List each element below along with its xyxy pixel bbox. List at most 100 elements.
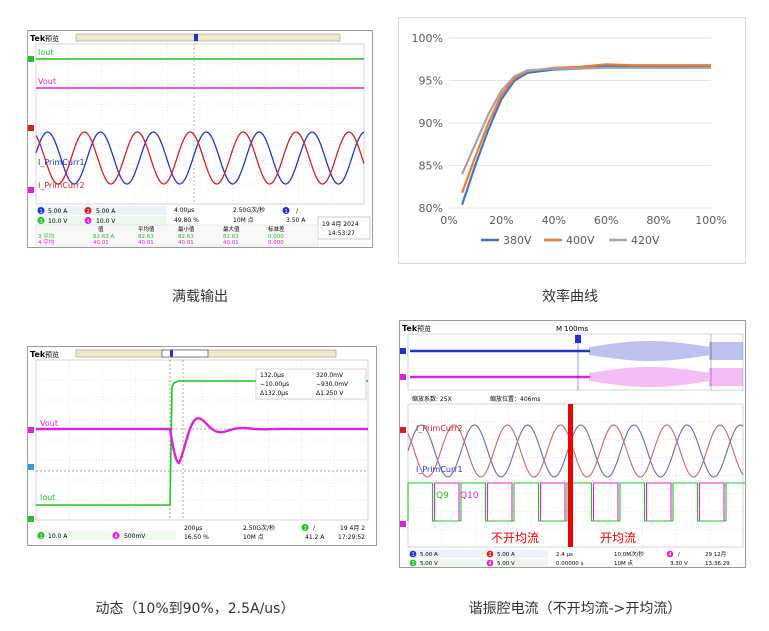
vout-trace [36, 416, 368, 465]
svg-text:4 平均: 4 平均 [38, 238, 55, 246]
caption-dynamic: 动态（10%到90%，2.5A/us） [95, 601, 295, 617]
full-load-plot [35, 43, 365, 205]
svg-text:40.01: 40.01 [223, 240, 239, 246]
svg-text:∕: ∕ [678, 551, 680, 558]
svg-text:82.63: 82.63 [223, 234, 239, 240]
svg-text:Δ1.250 V: Δ1.250 V [316, 390, 344, 397]
ch1-marker[interactable] [400, 348, 406, 354]
measurement-table: 值 平均值 最小值 最大值 标准差 3 平均 82.63 A 82.63 82.… [35, 224, 319, 247]
svg-text:2.50G次/秒: 2.50G次/秒 [233, 206, 265, 214]
brand-logo: Tek [30, 350, 46, 359]
full-load-display: Tek 预览 Iout Vout I_PrimCurr1 I_PrimCurr2… [28, 33, 371, 247]
x-tick-label: 80% [646, 214, 670, 227]
q9-trace [407, 482, 745, 522]
svg-text:82.63 A: 82.63 A [93, 234, 114, 240]
prim-curr2-trace [35, 131, 365, 185]
label-balance: 开均流 [600, 531, 636, 545]
brand-logo: Tek [30, 34, 46, 43]
time: 14:53:27 [328, 230, 355, 237]
caption-efficiency: 效率曲线 [542, 289, 598, 305]
full-load-settings: 1 5.00 A 2 5.00 A 3 10.0 V 4 10.0 V 4.00… [36, 206, 371, 240]
svg-text:∕: ∕ [313, 525, 316, 532]
ch-b-marker[interactable] [28, 464, 34, 470]
x-tick-label: 60% [594, 214, 618, 227]
dynamic-scope: Tek 预览 Vout Iout 132.0µs −10.00µs Δ132.0… [27, 346, 377, 546]
record-length-bar[interactable] [75, 33, 341, 42]
svg-text:40.01: 40.01 [178, 240, 194, 246]
overview-plot [407, 333, 744, 391]
svg-text:320.0mV: 320.0mV [316, 372, 344, 379]
trigger-position-marker[interactable] [194, 34, 198, 41]
svg-text:最大值: 最大值 [223, 225, 240, 233]
svg-text:13:36:29: 13:36:29 [705, 561, 730, 567]
svg-text:5.00 A: 5.00 A [96, 208, 116, 215]
svg-text:41.2 A: 41.2 A [305, 534, 325, 541]
prim-curr2-label: I_PrimCurr2 [416, 424, 463, 433]
ch4-marker[interactable] [28, 427, 34, 433]
svg-text:1: 1 [304, 526, 307, 532]
zoom-position: 缩放位置：406ms [490, 395, 540, 403]
series-line-380V [461, 64, 712, 205]
mode-label: 预览 [45, 34, 59, 43]
svg-text:40.01: 40.01 [93, 240, 109, 246]
svg-text:10.0M次/秒: 10.0M次/秒 [614, 550, 644, 558]
svg-text:标准差: 标准差 [268, 225, 285, 233]
svg-text:4: 4 [115, 534, 118, 540]
prim-curr1-label: I_PrimCurr1 [38, 158, 85, 167]
y-tick-label: 85% [419, 160, 443, 173]
y-tick-label: 100% [412, 32, 443, 45]
svg-text:0.00000 s: 0.00000 s [556, 561, 583, 567]
svg-text:1: 1 [40, 209, 43, 215]
series-line-420V [461, 66, 711, 175]
svg-text:29 12月: 29 12月 [705, 551, 726, 558]
q10-label: Q10 [460, 491, 479, 501]
svg-text:5.00 V: 5.00 V [497, 561, 515, 567]
svg-text:平均值: 平均值 [138, 225, 155, 233]
svg-text:5.00 A: 5.00 A [48, 208, 68, 215]
ch3-marker[interactable] [28, 56, 34, 62]
q9-label: Q9 [436, 491, 449, 501]
svg-text:−930.0mV: −930.0mV [316, 381, 349, 388]
ch4-marker[interactable] [28, 187, 34, 193]
y-tick-label: 90% [419, 117, 443, 130]
efficiency-chart: 80% 85% 90% 95% 100% 0% 20% 40% 60% 80% 100% 380V 40… [398, 17, 746, 264]
trigger-marker[interactable] [575, 335, 581, 343]
transition-marker [568, 404, 573, 547]
prim-curr1-label: I_PrimCurr1 [416, 465, 463, 474]
svg-text:值: 值 [98, 225, 104, 233]
prim-curr2-trace [407, 424, 744, 478]
svg-text:0.000: 0.000 [268, 234, 284, 240]
caption-full-load: 满载输出 [172, 289, 228, 305]
trigger-level: 3.50 A [286, 217, 306, 224]
svg-text:5.00 V: 5.00 V [420, 561, 438, 567]
svg-text:10M 点: 10M 点 [233, 216, 254, 224]
svg-text:40.01: 40.01 [138, 240, 154, 246]
svg-text:500mV: 500mV [124, 533, 146, 540]
ch2-marker[interactable] [400, 427, 406, 433]
iout-trace [36, 380, 368, 506]
x-tick-label: 40% [542, 214, 566, 227]
trigger-position-marker[interactable] [170, 350, 173, 357]
svg-text:82.63: 82.63 [138, 234, 154, 240]
legend-label-380V: 380V [503, 234, 532, 247]
zoom-plot [407, 403, 745, 548]
y-tick-label: 95% [419, 75, 443, 88]
svg-text:Δ132.0µs: Δ132.0µs [260, 390, 288, 397]
series-line-400V [461, 63, 711, 194]
ch4-marker[interactable] [400, 374, 406, 380]
ch2-marker[interactable] [28, 125, 34, 131]
svg-text:2: 2 [87, 209, 90, 215]
svg-text:0.000: 0.000 [268, 240, 284, 246]
svg-text:4: 4 [489, 561, 492, 567]
top-timebase: M 100ms [556, 325, 588, 333]
svg-text:17:29:52: 17:29:52 [338, 534, 365, 541]
y-tick-label: 80% [419, 202, 443, 215]
date: 19 4月 2024 [322, 221, 359, 228]
ch1-marker[interactable] [28, 516, 34, 522]
ch4-zoom-marker[interactable] [400, 521, 406, 527]
svg-text:5.00 A: 5.00 A [420, 552, 438, 558]
q10-trace [433, 482, 725, 521]
mode-label: 预览 [417, 324, 431, 333]
svg-text:2: 2 [489, 552, 492, 558]
svg-text:16.50 %: 16.50 % [184, 534, 209, 541]
